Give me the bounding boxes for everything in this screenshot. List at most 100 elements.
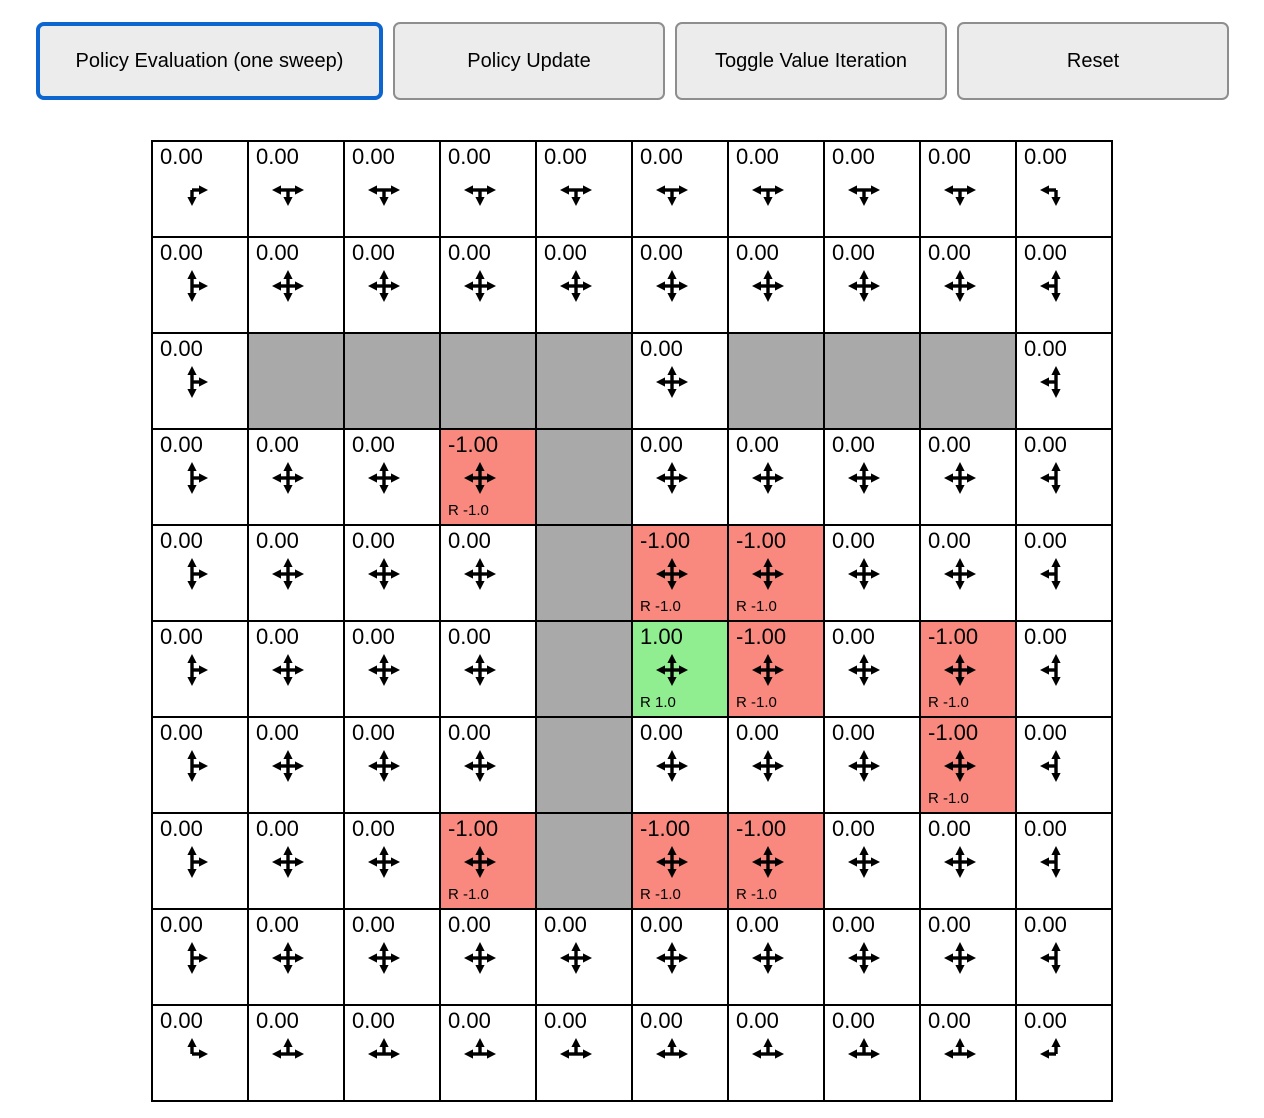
grid-cell-r8-c5[interactable]: 0.00	[633, 910, 729, 1006]
grid-cell-r1-c5[interactable]: 0.00	[633, 238, 729, 334]
wall-cell-r2-c4[interactable]	[537, 334, 633, 430]
grid-cell-r1-c1[interactable]: 0.00	[249, 238, 345, 334]
grid-cell-r3-c9[interactable]: 0.00	[1017, 430, 1113, 526]
grid-cell-r0-c1[interactable]: 0.00	[249, 142, 345, 238]
grid-cell-r6-c5[interactable]: 0.00	[633, 718, 729, 814]
grid-cell-r0-c3[interactable]: 0.00	[441, 142, 537, 238]
grid-cell-r9-c9[interactable]: 0.00	[1017, 1006, 1113, 1102]
wall-cell-r2-c1[interactable]	[249, 334, 345, 430]
grid-cell-r0-c9[interactable]: 0.00	[1017, 142, 1113, 238]
grid-cell-r7-c9[interactable]: 0.00	[1017, 814, 1113, 910]
grid-cell-r4-c2[interactable]: 0.00	[345, 526, 441, 622]
grid-cell-r4-c8[interactable]: 0.00	[921, 526, 1017, 622]
grid-cell-r1-c7[interactable]: 0.00	[825, 238, 921, 334]
grid-cell-r8-c0[interactable]: 0.00	[153, 910, 249, 1006]
grid-cell-r8-c2[interactable]: 0.00	[345, 910, 441, 1006]
grid-cell-r3-c5[interactable]: 0.00	[633, 430, 729, 526]
grid-cell-r0-c7[interactable]: 0.00	[825, 142, 921, 238]
grid-cell-r8-c6[interactable]: 0.00	[729, 910, 825, 1006]
grid-cell-r9-c5[interactable]: 0.00	[633, 1006, 729, 1102]
grid-cell-r1-c9[interactable]: 0.00	[1017, 238, 1113, 334]
grid-cell-r9-c8[interactable]: 0.00	[921, 1006, 1017, 1102]
grid-cell-r8-c1[interactable]: 0.00	[249, 910, 345, 1006]
grid-cell-r8-c9[interactable]: 0.00	[1017, 910, 1113, 1006]
grid-cell-r1-c6[interactable]: 0.00	[729, 238, 825, 334]
grid-cell-r6-c1[interactable]: 0.00	[249, 718, 345, 814]
grid-cell-r8-c3[interactable]: 0.00	[441, 910, 537, 1006]
grid-cell-r8-c8[interactable]: 0.00	[921, 910, 1017, 1006]
wall-cell-r2-c2[interactable]	[345, 334, 441, 430]
grid-cell-r9-c1[interactable]: 0.00	[249, 1006, 345, 1102]
grid-cell-r7-c3[interactable]: -1.00 R -1.0	[441, 814, 537, 910]
grid-cell-r2-c9[interactable]: 0.00	[1017, 334, 1113, 430]
grid-cell-r7-c0[interactable]: 0.00	[153, 814, 249, 910]
reset-button[interactable]: Reset	[957, 22, 1229, 100]
grid-cell-r2-c0[interactable]: 0.00	[153, 334, 249, 430]
grid-cell-r5-c0[interactable]: 0.00	[153, 622, 249, 718]
grid-cell-r1-c4[interactable]: 0.00	[537, 238, 633, 334]
grid-cell-r9-c7[interactable]: 0.00	[825, 1006, 921, 1102]
wall-cell-r2-c6[interactable]	[729, 334, 825, 430]
grid-cell-r7-c7[interactable]: 0.00	[825, 814, 921, 910]
grid-cell-r3-c0[interactable]: 0.00	[153, 430, 249, 526]
grid-cell-r6-c0[interactable]: 0.00	[153, 718, 249, 814]
grid-cell-r6-c2[interactable]: 0.00	[345, 718, 441, 814]
wall-cell-r4-c4[interactable]	[537, 526, 633, 622]
grid-cell-r3-c7[interactable]: 0.00	[825, 430, 921, 526]
grid-cell-r1-c2[interactable]: 0.00	[345, 238, 441, 334]
wall-cell-r7-c4[interactable]	[537, 814, 633, 910]
grid-cell-r1-c3[interactable]: 0.00	[441, 238, 537, 334]
toggle-value-iteration-button[interactable]: Toggle Value Iteration	[675, 22, 947, 100]
grid-cell-r0-c4[interactable]: 0.00	[537, 142, 633, 238]
grid-cell-r5-c2[interactable]: 0.00	[345, 622, 441, 718]
grid-cell-r0-c2[interactable]: 0.00	[345, 142, 441, 238]
grid-cell-r5-c5[interactable]: 1.00 R 1.0	[633, 622, 729, 718]
grid-cell-r1-c0[interactable]: 0.00	[153, 238, 249, 334]
grid-cell-r6-c7[interactable]: 0.00	[825, 718, 921, 814]
wall-cell-r2-c7[interactable]	[825, 334, 921, 430]
grid-cell-r7-c8[interactable]: 0.00	[921, 814, 1017, 910]
grid-cell-r7-c6[interactable]: -1.00 R -1.0	[729, 814, 825, 910]
grid-cell-r4-c5[interactable]: -1.00 R -1.0	[633, 526, 729, 622]
grid-cell-r9-c0[interactable]: 0.00	[153, 1006, 249, 1102]
policy-update-button[interactable]: Policy Update	[393, 22, 665, 100]
grid-cell-r0-c5[interactable]: 0.00	[633, 142, 729, 238]
grid-cell-r7-c1[interactable]: 0.00	[249, 814, 345, 910]
grid-cell-r6-c8[interactable]: -1.00 R -1.0	[921, 718, 1017, 814]
grid-cell-r0-c0[interactable]: 0.00	[153, 142, 249, 238]
grid-cell-r2-c5[interactable]: 0.00	[633, 334, 729, 430]
policy-evaluation-button[interactable]: Policy Evaluation (one sweep)	[36, 22, 383, 100]
wall-cell-r5-c4[interactable]	[537, 622, 633, 718]
grid-cell-r9-c3[interactable]: 0.00	[441, 1006, 537, 1102]
grid-cell-r5-c9[interactable]: 0.00	[1017, 622, 1113, 718]
grid-cell-r8-c7[interactable]: 0.00	[825, 910, 921, 1006]
grid-cell-r3-c2[interactable]: 0.00	[345, 430, 441, 526]
grid-cell-r7-c5[interactable]: -1.00 R -1.0	[633, 814, 729, 910]
wall-cell-r3-c4[interactable]	[537, 430, 633, 526]
grid-cell-r4-c6[interactable]: -1.00 R -1.0	[729, 526, 825, 622]
grid-cell-r0-c8[interactable]: 0.00	[921, 142, 1017, 238]
grid-cell-r0-c6[interactable]: 0.00	[729, 142, 825, 238]
grid-cell-r6-c9[interactable]: 0.00	[1017, 718, 1113, 814]
grid-cell-r5-c1[interactable]: 0.00	[249, 622, 345, 718]
grid-cell-r4-c7[interactable]: 0.00	[825, 526, 921, 622]
grid-cell-r9-c4[interactable]: 0.00	[537, 1006, 633, 1102]
grid-cell-r5-c8[interactable]: -1.00 R -1.0	[921, 622, 1017, 718]
grid-cell-r3-c6[interactable]: 0.00	[729, 430, 825, 526]
grid-cell-r9-c2[interactable]: 0.00	[345, 1006, 441, 1102]
grid-cell-r3-c1[interactable]: 0.00	[249, 430, 345, 526]
wall-cell-r6-c4[interactable]	[537, 718, 633, 814]
grid-cell-r1-c8[interactable]: 0.00	[921, 238, 1017, 334]
grid-cell-r9-c6[interactable]: 0.00	[729, 1006, 825, 1102]
grid-cell-r6-c6[interactable]: 0.00	[729, 718, 825, 814]
grid-cell-r3-c3[interactable]: -1.00 R -1.0	[441, 430, 537, 526]
wall-cell-r2-c8[interactable]	[921, 334, 1017, 430]
grid-cell-r4-c1[interactable]: 0.00	[249, 526, 345, 622]
grid-cell-r7-c2[interactable]: 0.00	[345, 814, 441, 910]
grid-cell-r4-c9[interactable]: 0.00	[1017, 526, 1113, 622]
grid-cell-r8-c4[interactable]: 0.00	[537, 910, 633, 1006]
grid-cell-r5-c3[interactable]: 0.00	[441, 622, 537, 718]
wall-cell-r2-c3[interactable]	[441, 334, 537, 430]
grid-cell-r3-c8[interactable]: 0.00	[921, 430, 1017, 526]
grid-cell-r4-c0[interactable]: 0.00	[153, 526, 249, 622]
